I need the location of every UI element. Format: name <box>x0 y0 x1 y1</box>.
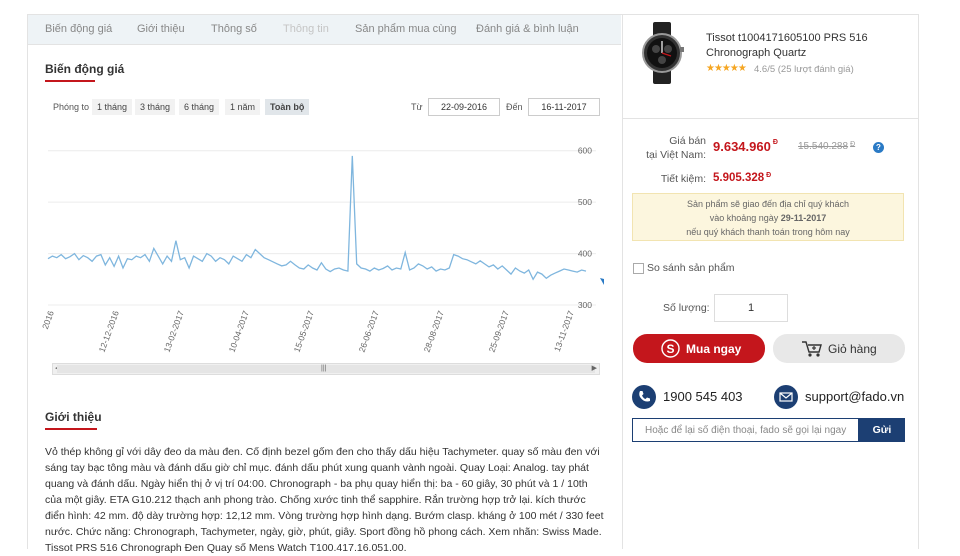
tab-specifications[interactable]: Thông số <box>211 23 257 35</box>
tab-price-history[interactable]: Biến động giá <box>45 23 113 35</box>
dollar-icon: S <box>661 339 680 358</box>
old-price: 15.540.288 Đ <box>798 141 855 152</box>
range-1-month-button[interactable]: 1 tháng <box>92 99 133 115</box>
price-label: Giá bán tại Việt Nam: <box>600 134 706 162</box>
tab-reviews[interactable]: Đánh giá & bình luận <box>476 23 579 35</box>
from-label: Từ <box>411 102 423 112</box>
product-name: Tissot t1004171605100 PRS 516 Chronograp… <box>706 32 868 59</box>
send-button[interactable]: Gửi <box>859 418 905 442</box>
divider <box>622 118 918 119</box>
delivery-line2-prefix: vào khoảng ngày <box>709 213 779 223</box>
arrow-annotation <box>600 278 604 285</box>
buy-now-label: Mua ngay <box>686 342 742 356</box>
savings-label: Tiết kiệm: <box>660 173 706 185</box>
price-history-underline <box>45 80 95 82</box>
quantity-label: Số lượng: <box>663 302 710 314</box>
phone-number[interactable]: 1900 545 403 <box>663 389 743 404</box>
rating-text[interactable]: 4.6/5 (25 lượt đánh giá) <box>754 64 854 75</box>
x-tick-label: 12-12-2016 <box>97 309 121 354</box>
price-value: 9.634.960 <box>713 139 771 154</box>
savings: 5.905.328 Đ <box>713 172 771 184</box>
cart-icon <box>802 341 822 357</box>
watch-thumbnail[interactable] <box>633 22 691 84</box>
svg-text:S: S <box>666 342 674 356</box>
price-history-title: Biến động giá <box>45 62 125 76</box>
delivery-line2: vào khoảng ngày 29-11-2017 <box>633 211 903 225</box>
x-tick-label: 13-11-2017 <box>552 309 576 353</box>
savings-value: 5.905.328 <box>713 172 765 184</box>
y-tick-label: 500 <box>578 197 592 207</box>
x-tick-label: 26-06-2017 <box>357 309 381 354</box>
side-panel <box>621 14 919 549</box>
tab-information[interactable]: Thông tin <box>283 23 329 35</box>
tab-introduction[interactable]: Giới thiệu <box>137 23 185 35</box>
chart-scrollbar[interactable]: ◀ ||| ▶ <box>52 363 600 375</box>
range-3-months-button[interactable]: 3 tháng <box>135 99 176 115</box>
x-tick-label: 10-04-2017 <box>227 309 251 354</box>
price-label-line1: Giá bán <box>669 135 706 147</box>
intro-underline <box>45 428 97 430</box>
compare-label[interactable]: So sánh sản phẩm <box>647 262 735 274</box>
add-to-cart-button[interactable]: Giỏ hàng <box>773 334 905 363</box>
email-icon <box>774 385 798 409</box>
y-tick-label: 400 <box>578 249 592 259</box>
rating-stars-icon: ★★★★★ <box>706 63 747 74</box>
price-currency: Đ <box>772 139 778 146</box>
y-tick-label: 600 <box>578 146 592 156</box>
old-price-value: 15.540.288 <box>798 141 849 152</box>
x-tick-label: 28-08-2017 <box>422 309 446 354</box>
main-panel <box>27 14 623 549</box>
scroll-grip-icon: ||| <box>321 365 327 372</box>
y-tick-label: 300 <box>578 300 592 310</box>
to-date-input[interactable]: 16-11-2017 <box>528 98 600 116</box>
x-tick-label: 2016 <box>40 309 56 330</box>
price-label-line2: tại Việt Nam: <box>646 149 706 161</box>
compare-checkbox[interactable] <box>633 263 644 274</box>
delivery-notice: Sản phẩm sẽ giao đến địa chỉ quý khách v… <box>632 193 904 241</box>
old-price-currency: Đ <box>850 141 856 148</box>
price-line <box>47 155 587 281</box>
tab-bar: Biến động giá Giới thiệu Thông số Thông … <box>28 15 621 45</box>
from-date-input[interactable]: 22-09-2016 <box>428 98 500 116</box>
zoom-label: Phóng to <box>53 102 90 112</box>
scroll-right-icon[interactable]: ▶ <box>591 365 597 372</box>
phone-icon <box>632 385 656 409</box>
to-label: Đến <box>506 102 523 112</box>
support-email[interactable]: support@fado.vn <box>805 389 905 404</box>
intro-title: Giới thiệu <box>45 410 102 424</box>
callback-phone-input[interactable]: Hoặc để lại số điện thoại, fado sẽ gọi l… <box>632 418 859 442</box>
delivery-line3: nếu quý khách thanh toán trong hôm nay <box>686 227 850 237</box>
cart-label: Giỏ hàng <box>828 342 877 356</box>
tab-bought-together[interactable]: Sản phẩm mua cùng <box>355 23 457 35</box>
intro-text: Vỏ thép không gỉ với dây đeo da màu đen.… <box>45 446 604 554</box>
delivery-line1: Sản phẩm sẽ giao đến địa chỉ quý khách <box>686 199 850 209</box>
range-all-button[interactable]: Toàn bộ <box>265 99 310 115</box>
price-chart: 300 400 500 600 2016 12-12-2016 13-02-2017 10-… <box>40 146 604 354</box>
x-tick-label: 13-02-2017 <box>162 309 186 354</box>
range-1-year-button[interactable]: 1 năm <box>225 99 261 115</box>
x-tick-label: 25-09-2017 <box>487 309 511 354</box>
quantity-input[interactable]: 1 <box>714 294 788 322</box>
range-6-months-button[interactable]: 6 tháng <box>179 99 220 115</box>
price: 9.634.960 Đ <box>713 139 778 154</box>
scroll-thumb[interactable] <box>57 365 595 373</box>
buy-now-button[interactable]: S Mua ngay <box>633 334 765 363</box>
x-tick-label: 15-05-2017 <box>292 309 316 354</box>
help-icon[interactable]: ? <box>873 142 884 153</box>
delivery-date: 29-11-2017 <box>780 213 827 223</box>
savings-currency: Đ <box>766 172 772 179</box>
